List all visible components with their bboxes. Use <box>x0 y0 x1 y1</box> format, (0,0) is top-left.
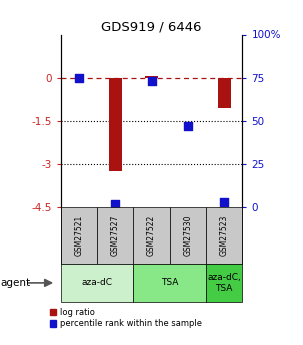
Text: GSM27527: GSM27527 <box>111 215 120 256</box>
Legend: log ratio, percentile rank within the sample: log ratio, percentile rank within the sa… <box>50 308 201 328</box>
Text: aza-dC: aza-dC <box>82 278 112 287</box>
Point <box>185 123 190 129</box>
Bar <box>133 207 170 264</box>
Bar <box>97 207 133 264</box>
Text: GSM27522: GSM27522 <box>147 215 156 256</box>
Bar <box>145 76 158 78</box>
Bar <box>61 207 97 264</box>
Bar <box>133 264 206 302</box>
Bar <box>61 264 133 302</box>
Bar <box>218 78 231 108</box>
Point <box>113 201 118 206</box>
Bar <box>206 264 242 302</box>
Point <box>222 199 227 205</box>
Text: aza-dC,
TSA: aza-dC, TSA <box>207 273 241 293</box>
Bar <box>206 207 242 264</box>
Title: GDS919 / 6446: GDS919 / 6446 <box>101 20 202 33</box>
Bar <box>170 207 206 264</box>
Point <box>76 75 81 80</box>
Text: GSM27521: GSM27521 <box>74 215 83 256</box>
Text: agent: agent <box>0 278 30 288</box>
Text: GSM27523: GSM27523 <box>220 215 229 256</box>
Point <box>149 78 154 84</box>
Bar <box>109 78 122 171</box>
Text: GSM27530: GSM27530 <box>183 215 192 256</box>
Text: TSA: TSA <box>161 278 178 287</box>
